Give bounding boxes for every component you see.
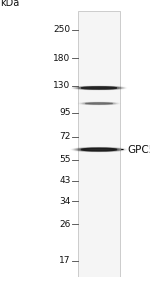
Ellipse shape bbox=[80, 148, 118, 151]
Ellipse shape bbox=[78, 87, 120, 89]
Ellipse shape bbox=[80, 87, 118, 89]
Ellipse shape bbox=[85, 103, 112, 104]
Ellipse shape bbox=[75, 148, 123, 151]
Ellipse shape bbox=[77, 87, 122, 89]
Ellipse shape bbox=[79, 148, 119, 151]
Ellipse shape bbox=[77, 148, 122, 151]
Text: 72: 72 bbox=[59, 132, 70, 141]
Ellipse shape bbox=[78, 148, 120, 151]
Text: 180: 180 bbox=[53, 53, 70, 63]
Text: 55: 55 bbox=[59, 155, 70, 164]
Bar bbox=[78, 11, 120, 277]
Text: 130: 130 bbox=[53, 82, 70, 91]
Text: 26: 26 bbox=[59, 220, 70, 229]
Text: 95: 95 bbox=[59, 108, 70, 117]
Text: 34: 34 bbox=[59, 197, 70, 206]
Text: 43: 43 bbox=[59, 177, 70, 185]
Ellipse shape bbox=[76, 148, 122, 151]
Text: 17: 17 bbox=[59, 256, 70, 265]
Ellipse shape bbox=[81, 87, 117, 89]
Ellipse shape bbox=[81, 148, 117, 151]
Ellipse shape bbox=[79, 87, 119, 89]
Text: GPC5: GPC5 bbox=[128, 145, 150, 155]
Ellipse shape bbox=[76, 87, 122, 89]
Text: kDa: kDa bbox=[0, 0, 19, 8]
Text: 250: 250 bbox=[53, 25, 70, 34]
